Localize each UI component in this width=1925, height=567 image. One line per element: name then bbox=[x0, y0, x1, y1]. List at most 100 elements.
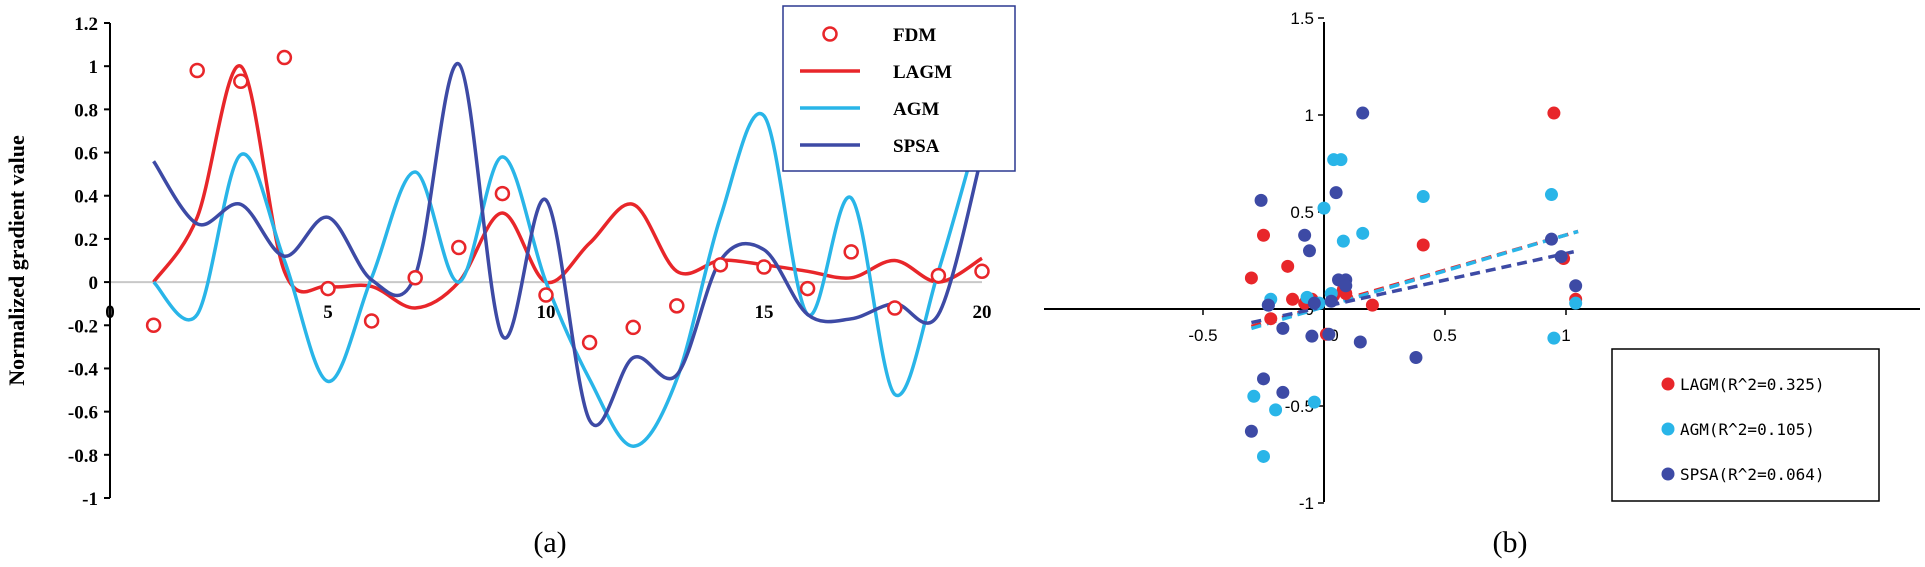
scatter-point-1 bbox=[1247, 389, 1261, 403]
scatter-point-1 bbox=[1356, 226, 1370, 240]
panel-b-scatter-chart: -0.500.511.510.50-0.5-1LAGM(R^2=0.325)AG… bbox=[1044, 9, 1920, 513]
x-tick-label: 20 bbox=[973, 302, 992, 323]
scatter-point-2 bbox=[1409, 351, 1423, 364]
scatter-point-2 bbox=[1257, 372, 1270, 386]
scatter-point-2 bbox=[1254, 193, 1268, 207]
fdm-point bbox=[843, 244, 859, 260]
scatter-point-1 bbox=[1257, 449, 1270, 463]
y-tick-label: -0.4 bbox=[68, 359, 99, 380]
panel-a-line-chart: 1.2 1 0.8 0.6 0.4 0.2 0 -0.2 -0.4 -0.6 -0.8 -1 0 5 10 1… bbox=[4, 5, 1016, 510]
fdm-point bbox=[276, 49, 293, 66]
scatter-point-2 bbox=[1554, 250, 1568, 264]
scatter-point-2 bbox=[1339, 279, 1353, 293]
fdm-point bbox=[974, 263, 990, 280]
x-tick-label: 0 bbox=[105, 302, 115, 323]
legend-label-2: SPSA(R^2=0.064) bbox=[1680, 465, 1825, 484]
trend-line-2 bbox=[1251, 249, 1579, 325]
x-tick-label: -0.5 bbox=[1188, 326, 1217, 345]
fdm-point bbox=[407, 270, 423, 286]
scatter-point-1 bbox=[1569, 296, 1583, 310]
y-tick-label: 0.6 bbox=[74, 144, 98, 165]
legend-label-lagm: LAGM bbox=[893, 62, 952, 83]
legend-marker-1 bbox=[1661, 422, 1675, 436]
y-tick-label: 1.2 bbox=[74, 14, 98, 35]
legend-label-0: LAGM(R^2=0.325) bbox=[1680, 375, 1825, 394]
fdm-point bbox=[669, 298, 685, 314]
scatter-point-1 bbox=[1269, 403, 1283, 417]
scatter-point-2 bbox=[1544, 232, 1558, 246]
fdm-point bbox=[930, 267, 947, 284]
y-tick-label: 1.5 bbox=[1290, 9, 1314, 28]
y-tick-label: -0.2 bbox=[68, 316, 98, 337]
scatter-point-2 bbox=[1307, 296, 1321, 310]
scatter-point-0 bbox=[1244, 271, 1258, 285]
scatter-point-2 bbox=[1329, 186, 1343, 200]
legend-label-agm: AGM bbox=[893, 99, 940, 120]
legend-label-fdm: FDM bbox=[893, 25, 936, 46]
scatter-point-2 bbox=[1244, 424, 1258, 438]
legend-marker-2 bbox=[1661, 467, 1675, 481]
fdm-point bbox=[712, 257, 729, 273]
scatter-point-0 bbox=[1281, 259, 1295, 273]
scatter-point-0 bbox=[1547, 106, 1561, 120]
fdm-point bbox=[538, 287, 554, 303]
scatter-point-1 bbox=[1544, 188, 1558, 202]
y-tick-label: 0.4 bbox=[74, 187, 98, 208]
scatter-point-2 bbox=[1356, 106, 1370, 120]
legend-label-1: AGM(R^2=0.105) bbox=[1680, 420, 1815, 439]
scatter-point-1 bbox=[1336, 234, 1350, 248]
fdm-point bbox=[145, 317, 162, 334]
fdm-point bbox=[189, 62, 205, 79]
x-tick-label: 15 bbox=[755, 302, 774, 323]
fdm-point bbox=[320, 280, 336, 297]
fdm-point bbox=[887, 300, 903, 316]
scatter-point-0 bbox=[1257, 228, 1270, 242]
scatter-point-2 bbox=[1324, 294, 1338, 308]
fdm-point bbox=[233, 73, 249, 90]
scatter-point-0 bbox=[1365, 298, 1379, 312]
fdm-point bbox=[625, 319, 641, 336]
y-tick-label: 1 bbox=[1305, 106, 1314, 125]
scatter-point-2 bbox=[1305, 329, 1319, 343]
scatter-point-2 bbox=[1276, 321, 1290, 335]
scatter-point-0 bbox=[1264, 312, 1278, 326]
caption-b: (b) bbox=[1493, 526, 1528, 559]
x-tick-label: 1 bbox=[1561, 326, 1570, 345]
y-tick-label: -0.5 bbox=[1285, 397, 1314, 416]
y-tick-label: 0.5 bbox=[1290, 203, 1314, 222]
y-tick-label: -1 bbox=[82, 489, 98, 510]
legend-marker-fdm bbox=[822, 26, 838, 42]
y-axis-label: Normalized gradient value bbox=[4, 135, 29, 386]
legend-label-spsa: SPSA bbox=[893, 136, 940, 157]
fdm-point bbox=[799, 280, 816, 297]
x-tick-label: 10 bbox=[537, 302, 556, 323]
scatter-point-2 bbox=[1261, 298, 1275, 312]
y-tick-label: 0 bbox=[89, 273, 99, 294]
y-tick-label: -1 bbox=[1299, 494, 1314, 513]
scatter-point-1 bbox=[1307, 395, 1321, 409]
fdm-point bbox=[494, 185, 511, 202]
y-tick-label: 1 bbox=[89, 57, 99, 78]
y-tick-label: 0.2 bbox=[74, 230, 98, 251]
x-tick-label: 0.5 bbox=[1433, 326, 1457, 345]
scatter-point-2 bbox=[1353, 335, 1367, 349]
scatter-point-2 bbox=[1298, 228, 1312, 242]
legend-box-b bbox=[1611, 348, 1880, 502]
scatter-point-2 bbox=[1322, 327, 1336, 341]
y-tick-label: 0 bbox=[1305, 300, 1314, 319]
fdm-point bbox=[756, 259, 772, 275]
x-tick-label: 5 bbox=[323, 302, 333, 323]
scatter-point-0 bbox=[1416, 238, 1430, 252]
scatter-point-2 bbox=[1276, 385, 1290, 399]
scatter-point-1 bbox=[1547, 331, 1561, 345]
series-line-spsa bbox=[152, 62, 984, 428]
y-tick-label: 0.8 bbox=[74, 100, 98, 121]
scatter-point-1 bbox=[1416, 189, 1430, 203]
legend-marker-0 bbox=[1661, 377, 1675, 391]
scatter-point-1 bbox=[1334, 153, 1348, 167]
y-tick-label: -0.6 bbox=[68, 403, 98, 424]
fdm-point bbox=[363, 313, 380, 329]
scatter-point-0 bbox=[1286, 292, 1300, 306]
series-line-agm bbox=[152, 111, 984, 448]
